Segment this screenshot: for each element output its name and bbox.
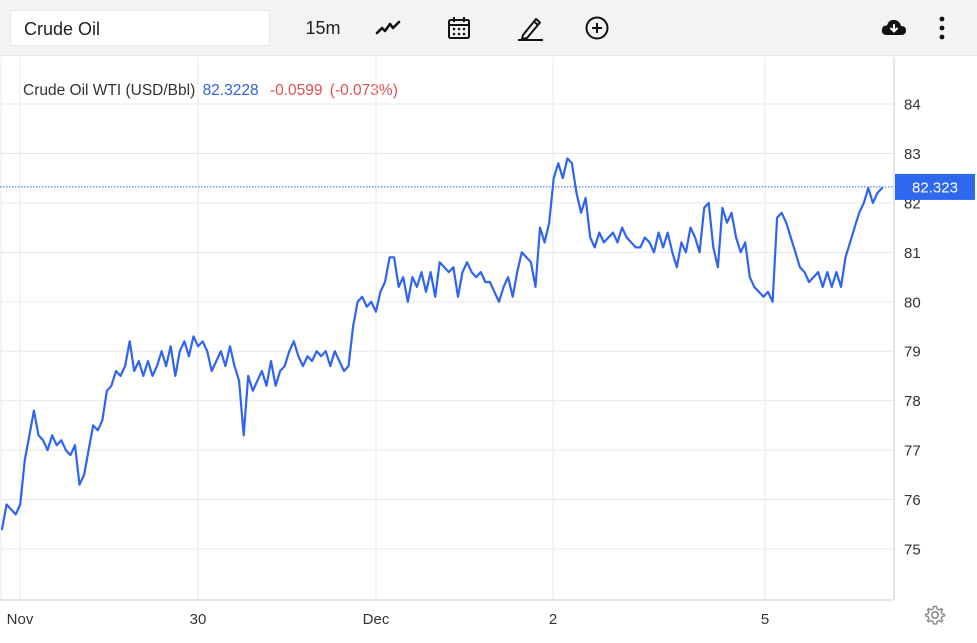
axes: 75 76 77 78 79 80 81 82 83 84 Nov 30 Dec 2 5: [0, 57, 921, 628]
grid: [0, 57, 894, 600]
add-indicator-button[interactable]: [579, 12, 615, 44]
legend-symbol-name: Crude Oil WTI (USD/Bbl): [23, 82, 196, 99]
chart-legend: Crude Oil WTI (USD/Bbl) 82.3228 -0.0599 …: [23, 82, 398, 100]
x-tick-label: 2: [549, 611, 557, 628]
plus-circle-icon: [585, 16, 609, 40]
y-tick-label: 77: [904, 443, 921, 460]
last-price-label: 82.323: [912, 179, 958, 196]
calendar-icon: [448, 17, 470, 39]
chart-type-button[interactable]: [370, 12, 406, 44]
download-button[interactable]: [876, 12, 912, 44]
last-price-badge: [895, 173, 975, 200]
y-tick-label: 84: [904, 97, 921, 114]
price-overlay: 82.323: [0, 173, 975, 200]
cloud-download-icon: [881, 19, 906, 35]
line-chart-icon: [375, 20, 401, 35]
price-series-line: [0, 157, 884, 531]
y-tick-label: 75: [904, 542, 921, 559]
toolbar: Crude Oil 15m: [0, 0, 977, 56]
y-tick-label: 79: [904, 344, 921, 361]
legend-price: 82.3228: [202, 82, 259, 99]
x-tick-label: 30: [190, 611, 207, 628]
y-tick-label: 76: [904, 492, 921, 509]
x-tick-label: Dec: [363, 611, 390, 628]
series: [0, 157, 884, 531]
y-tick-label: 83: [904, 146, 921, 163]
more-menu-button[interactable]: [928, 12, 956, 44]
symbol-search-input[interactable]: Crude Oil: [10, 10, 270, 46]
legend-change: -0.0599: [269, 82, 323, 99]
gear-icon: [924, 605, 946, 625]
x-tick-label: 5: [761, 611, 769, 628]
y-tick-label: 78: [904, 393, 921, 410]
y-tick-label: 81: [904, 245, 921, 262]
pencil-icon: [518, 18, 543, 41]
interval-button[interactable]: 15m: [305, 17, 341, 38]
draw-tool-button[interactable]: [512, 12, 548, 44]
y-tick-label: 82: [904, 195, 921, 212]
date-range-button[interactable]: [441, 12, 477, 44]
chart-settings-button[interactable]: [924, 604, 946, 626]
more-vertical-icon: [939, 16, 945, 40]
x-tick-label: Nov: [7, 611, 34, 628]
legend-change-percent: (-0.073%): [329, 82, 398, 99]
y-tick-label: 80: [904, 294, 921, 311]
